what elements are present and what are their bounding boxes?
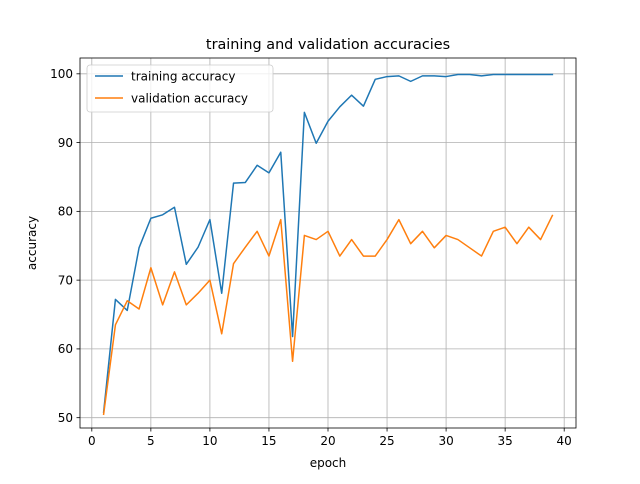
- x-tick-label: 25: [379, 434, 394, 448]
- series-lines: [102, 73, 554, 416]
- x-tick-label: 0: [88, 434, 96, 448]
- y-tick-label: 50: [58, 411, 73, 425]
- legend-box: [86, 64, 274, 113]
- y-tick-label: 100: [50, 67, 73, 81]
- legend-label-training: training accuracy: [131, 70, 235, 84]
- x-tick-label: 40: [557, 434, 572, 448]
- x-tick-label: 15: [261, 434, 276, 448]
- legend: training accuracy validation accuracy: [86, 64, 274, 113]
- y-tick-label: 80: [58, 205, 73, 219]
- x-tick-label: 30: [438, 434, 453, 448]
- axis-ticks: 0 5 10 15 20 25 30 35 40 50 60 70 80 90 100: [50, 67, 572, 448]
- series-line-validation: [102, 214, 554, 416]
- chart-title: training and validation accuracies: [206, 37, 450, 53]
- x-tick-label: 20: [320, 434, 335, 448]
- x-tick-label: 5: [147, 434, 155, 448]
- y-tick-label: 90: [58, 136, 73, 150]
- series-line-training: [102, 73, 554, 414]
- x-tick-label: 35: [498, 434, 513, 448]
- x-axis-label: epoch: [310, 456, 347, 470]
- y-axis-label: accuracy: [25, 216, 39, 270]
- y-tick-label: 70: [58, 273, 73, 287]
- y-tick-label: 60: [58, 342, 73, 356]
- legend-label-validation: validation accuracy: [131, 92, 248, 106]
- grid-lines: [80, 58, 576, 428]
- x-tick-label: 10: [202, 434, 217, 448]
